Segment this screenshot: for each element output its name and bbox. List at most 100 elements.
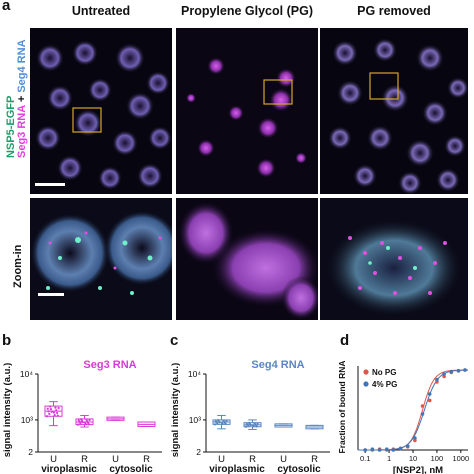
micrograph-untreated: [30, 28, 172, 194]
chart-d-xlabel: [NSP2], nM: [393, 465, 443, 474]
data-point: [46, 407, 49, 410]
legend-marker: [363, 381, 369, 387]
data-point: [442, 372, 446, 376]
micrograph-pg: [176, 28, 318, 194]
data-point: [427, 398, 432, 403]
chart-c-ylabel: signal intensity (a.u.): [170, 363, 181, 458]
data-point: [255, 425, 258, 428]
seg4-label: Seg4 RNA: [16, 39, 28, 93]
panel-c-letter: c: [170, 332, 179, 349]
data-point: [216, 422, 219, 425]
column-header-pg: Propylene Glycol (PG): [181, 4, 313, 18]
zoom-pg-removed-image: [320, 198, 468, 320]
group-label: viroplasmic: [41, 464, 97, 474]
x-tick-label: U: [50, 454, 57, 465]
data-point: [56, 414, 59, 417]
micrograph-pg-removed: [320, 28, 468, 194]
data-point: [57, 406, 60, 410]
x-tick-label: R: [81, 454, 88, 465]
data-point: [84, 422, 87, 426]
micrograph-pg-image: [176, 28, 318, 194]
data-point: [420, 412, 425, 416]
scale-bar: [35, 183, 65, 186]
x-tick-label: 0.1: [360, 454, 370, 463]
panel-b-letter: b: [2, 332, 12, 349]
data-point: [225, 419, 228, 422]
data-point: [50, 410, 53, 413]
y-tick-label: 10³: [189, 415, 201, 425]
data-point: [49, 405, 52, 408]
chart-d-ylabel: Fraction of bound RNA: [337, 360, 347, 453]
channel-label-rna: Seg3 RNA + Seg4 RNA: [16, 39, 28, 158]
data-point: [221, 422, 224, 425]
chart-d: Fraction of bound RNA [NSP2], nM 0.1 1 10 1…: [337, 360, 469, 474]
data-point: [449, 369, 454, 374]
legend-marker: [363, 369, 369, 375]
x-tick-label: 1000: [452, 454, 469, 463]
data-point: [377, 448, 382, 452]
data-point: [435, 377, 439, 382]
y-tick-label: 10³: [21, 415, 33, 425]
data-point: [427, 392, 432, 396]
data-point: [363, 448, 367, 452]
data-point: [256, 422, 259, 425]
chart-c-title: Seg4 RNA: [251, 359, 304, 371]
group-label: viroplasmic: [209, 464, 265, 474]
y-tick-label: 2: [28, 447, 33, 457]
data-point: [247, 424, 250, 427]
y-tick-label: 10⁴: [188, 369, 201, 379]
data-point: [384, 447, 389, 451]
seg3-label: Seg3 RNA: [16, 105, 28, 158]
panel-a-letter: a: [2, 0, 11, 14]
zoom-pg-image: [176, 198, 318, 320]
data-point: [76, 423, 80, 426]
scale-bar: [38, 293, 64, 296]
data-point: [79, 422, 82, 425]
data-point: [249, 423, 252, 427]
data-point: [49, 408, 52, 411]
data-point: [420, 404, 425, 408]
panel-d-letter: d: [340, 332, 350, 349]
data-point: [54, 406, 57, 409]
zoom-box: [72, 107, 102, 133]
data-point: [413, 436, 417, 440]
x-tick-label: U: [112, 454, 119, 465]
data-point: [53, 414, 56, 417]
group-label: cytosolic: [109, 464, 153, 474]
x-tick-label: R: [311, 454, 318, 465]
legend-label: 4% PG: [372, 380, 397, 389]
micrograph-pg-removed-image: [320, 28, 468, 194]
data-point: [47, 410, 50, 413]
y-tick-label: 2: [196, 447, 201, 457]
data-point: [88, 418, 91, 422]
data-point: [87, 423, 90, 426]
data-point: [55, 411, 59, 415]
plus-label: +: [16, 92, 28, 106]
chart-c: signal intensity (a.u.) Seg4 RNA 2 10³ 10⁴…: [170, 359, 330, 474]
zoom-box: [369, 72, 399, 100]
zoom-box: [263, 79, 293, 105]
data-point: [45, 415, 49, 418]
data-point: [370, 447, 375, 451]
micrograph-untreated-image: [30, 28, 172, 194]
column-header-untreated: Untreated: [71, 4, 131, 18]
group-label: cytosolic: [277, 464, 321, 474]
zoom-untreated-image: [30, 198, 172, 320]
x-tick-label: R: [143, 454, 150, 465]
data-point: [456, 369, 461, 373]
data-point: [405, 444, 410, 448]
data-point: [218, 421, 221, 424]
zoom-untreated: [30, 198, 172, 320]
zoom-pg: [176, 198, 318, 320]
chart-b: signal intensity (a.u.) Seg3 RNA 2 10³ 10⁴…: [2, 359, 162, 474]
data-point: [463, 368, 467, 372]
x-tick-label: U: [218, 454, 225, 465]
zoom-pg-removed: [320, 198, 468, 320]
data-point: [224, 422, 227, 426]
data-point: [55, 409, 58, 412]
legend-label: No PG: [372, 368, 396, 377]
data-point: [398, 446, 403, 451]
data-point: [252, 425, 255, 428]
data-point: [48, 412, 51, 416]
data-point: [52, 411, 55, 414]
